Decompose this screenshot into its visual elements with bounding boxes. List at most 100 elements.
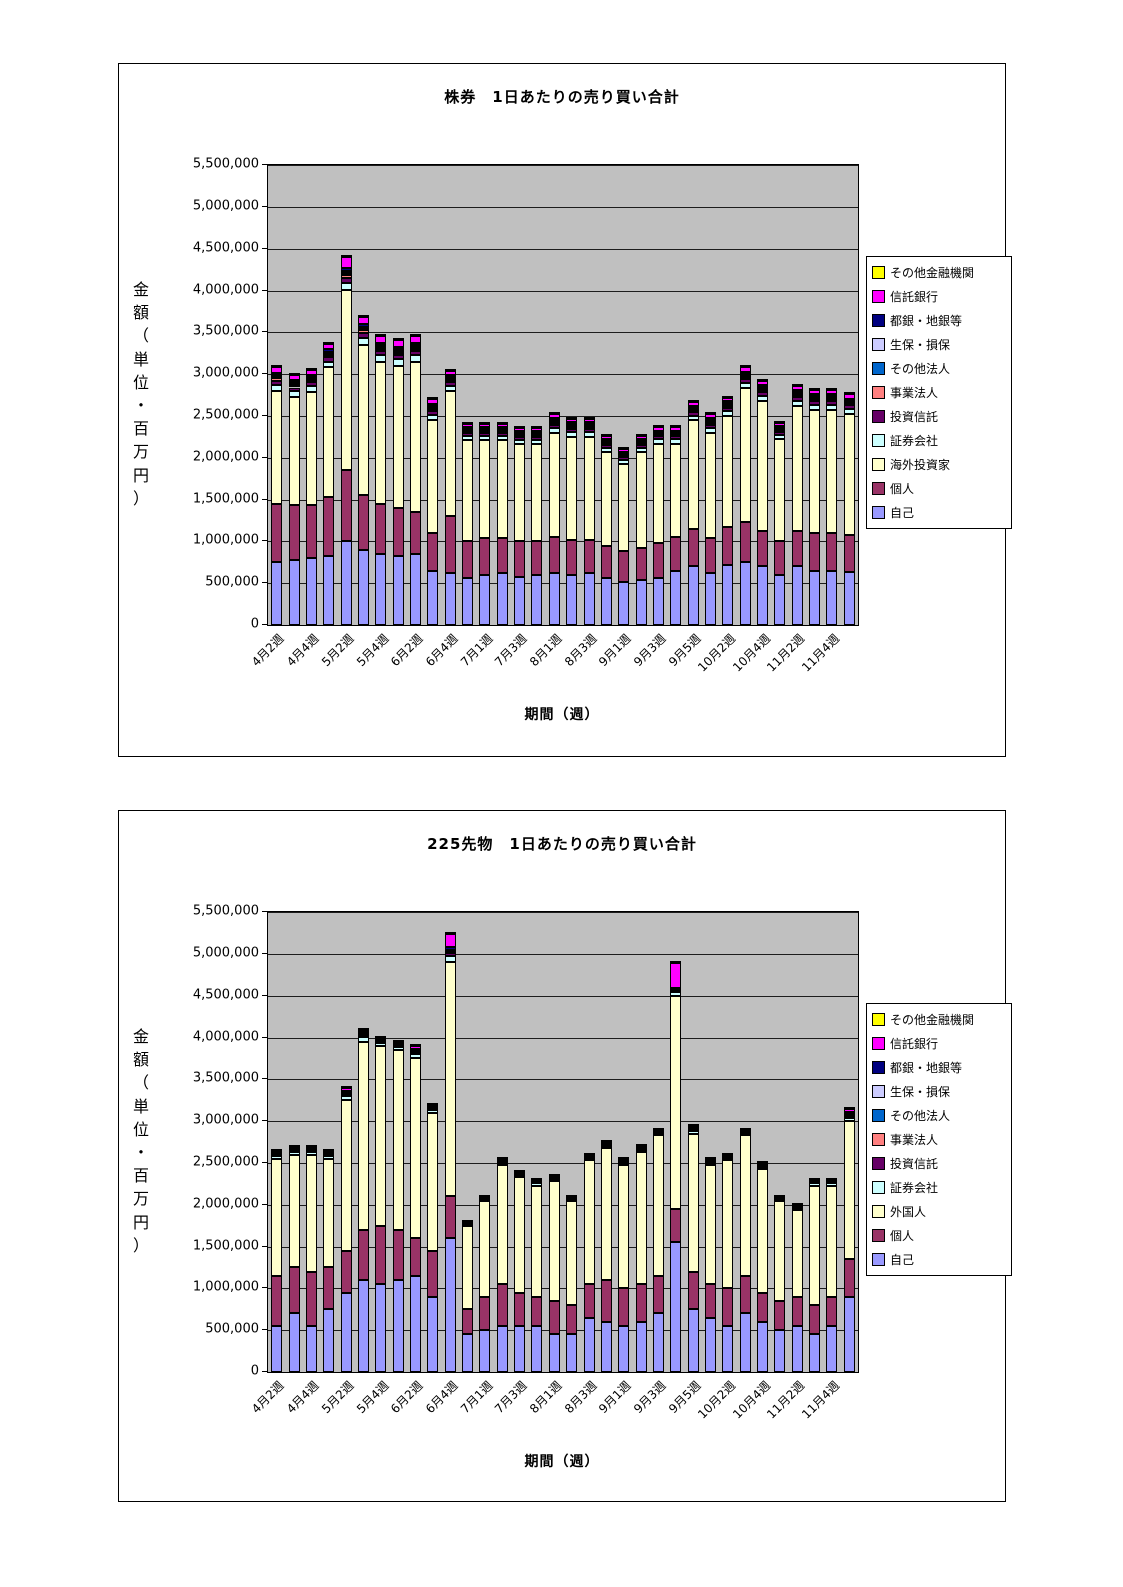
- bar-segment: [687, 1123, 699, 1126]
- bar-segment: [410, 1048, 421, 1051]
- bar-segment: [340, 272, 352, 275]
- bar-segment: [652, 443, 664, 544]
- legend-item: 都銀・地銀等: [872, 311, 1006, 330]
- bar-segment: [705, 1164, 716, 1285]
- bar-segment: [635, 444, 647, 448]
- bar-segment: [652, 430, 664, 433]
- gridline: [268, 248, 858, 250]
- bar-segment: [843, 534, 855, 573]
- bar-segment: [705, 1156, 716, 1159]
- bar-segment: [791, 1296, 803, 1326]
- y-tick-mark: [262, 456, 267, 458]
- bar-segment: [410, 344, 421, 347]
- bar-segment: [392, 347, 404, 350]
- bar-segment: [791, 400, 803, 406]
- x-tick-label: 7月3週: [492, 631, 530, 670]
- bar-segment: [739, 376, 751, 380]
- bar-segment: [427, 403, 439, 406]
- legend-swatch: [872, 314, 885, 327]
- bar-segment: [340, 1090, 352, 1093]
- bar-segment: [305, 378, 317, 381]
- bar-segment: [462, 1225, 474, 1310]
- y-tick-mark: [262, 498, 267, 500]
- y-tick-mark: [262, 1371, 267, 1372]
- bar-segment: [843, 1106, 855, 1109]
- bar-segment: [444, 962, 456, 1197]
- bar-segment: [757, 1166, 769, 1169]
- chart-title: 株券 1日あたりの売り買い合計: [444, 88, 680, 106]
- legend: その他金融機関 信託銀行 都銀・地銀等 生保・損保 その他法人 事業法人 投資信託 証券会社海…: [866, 256, 1012, 529]
- bar-segment: [392, 349, 404, 352]
- bar-segment: [357, 316, 369, 325]
- y-axis-title-char: 円: [133, 1212, 150, 1232]
- legend-label: 投資信託: [890, 410, 939, 424]
- bar-segment: [566, 1305, 578, 1335]
- legend-label: 証券会社: [890, 434, 939, 448]
- legend-item: 投資信託: [872, 1154, 1006, 1173]
- bar-segment: [357, 326, 369, 329]
- bar-segment: [791, 1207, 803, 1210]
- bar-segment: [722, 411, 734, 416]
- bar-segment: [739, 371, 751, 374]
- bar-segment: [826, 1183, 838, 1186]
- bar-segment: [600, 444, 612, 448]
- bar-segment: [340, 257, 352, 269]
- legend-swatch: [872, 1181, 885, 1194]
- x-tick-label: 8月1週: [526, 1378, 565, 1417]
- gridline: [268, 1288, 858, 1290]
- bar-segment: [548, 1334, 560, 1372]
- legend-item: 事業法人: [872, 383, 1006, 402]
- bar-segment: [809, 1183, 821, 1186]
- bar-segment: [496, 1164, 508, 1285]
- bar-segment: [774, 1300, 786, 1331]
- bar-segment: [600, 546, 612, 579]
- bar-segment: [618, 457, 630, 460]
- bar-segment: [687, 566, 699, 625]
- legend-swatch: [872, 1253, 885, 1266]
- x-tick-label: 7月1週: [457, 631, 496, 670]
- legend-item: その他法人: [872, 1106, 1006, 1125]
- bar-segment: [635, 1321, 647, 1372]
- bar-segment: [635, 435, 647, 439]
- bar-segment: [635, 548, 647, 580]
- bar-segment: [722, 1326, 734, 1372]
- bar-segment: [496, 431, 508, 434]
- legend-swatch: [872, 506, 885, 519]
- bar-segment: [705, 428, 716, 433]
- bar-segment: [635, 579, 647, 625]
- bar-segment: [288, 505, 300, 560]
- bar-segment: [774, 541, 786, 575]
- bar-segment: [739, 364, 751, 367]
- bar-segment: [843, 394, 855, 399]
- gridline: [268, 415, 858, 417]
- bar-segment: [410, 351, 421, 356]
- y-tick-mark: [262, 582, 267, 584]
- gridline: [268, 583, 858, 585]
- bar-segment: [288, 383, 300, 386]
- bar-segment: [271, 503, 283, 563]
- y-tick-label: 1,000,000: [192, 1279, 259, 1295]
- bar-segment: [618, 581, 630, 625]
- legend-swatch: [872, 1109, 885, 1122]
- x-tick-label: 5月2週: [318, 1378, 357, 1417]
- bar-segment: [340, 290, 352, 471]
- bar-segment: [583, 1152, 595, 1155]
- bar-segment: [548, 428, 560, 433]
- bar-segment: [496, 440, 508, 539]
- legend-swatch: [872, 1037, 885, 1050]
- bar-segment: [687, 1125, 699, 1128]
- y-tick-label: 2,500,000: [192, 1154, 259, 1170]
- legend-swatch: [872, 482, 885, 495]
- y-tick-mark: [262, 1203, 267, 1205]
- y-tick-mark: [262, 624, 267, 625]
- bar-segment: [739, 562, 751, 625]
- bar-segment: [635, 438, 647, 441]
- bar-segment: [670, 960, 682, 963]
- bar-segment: [288, 1151, 300, 1155]
- y-axis-title-char: （: [133, 1073, 150, 1093]
- bar-segment: [514, 1326, 526, 1372]
- bar-segment: [305, 375, 317, 378]
- gridline: [268, 206, 858, 208]
- bar-segment: [357, 1029, 369, 1033]
- bar-segment: [462, 1334, 474, 1372]
